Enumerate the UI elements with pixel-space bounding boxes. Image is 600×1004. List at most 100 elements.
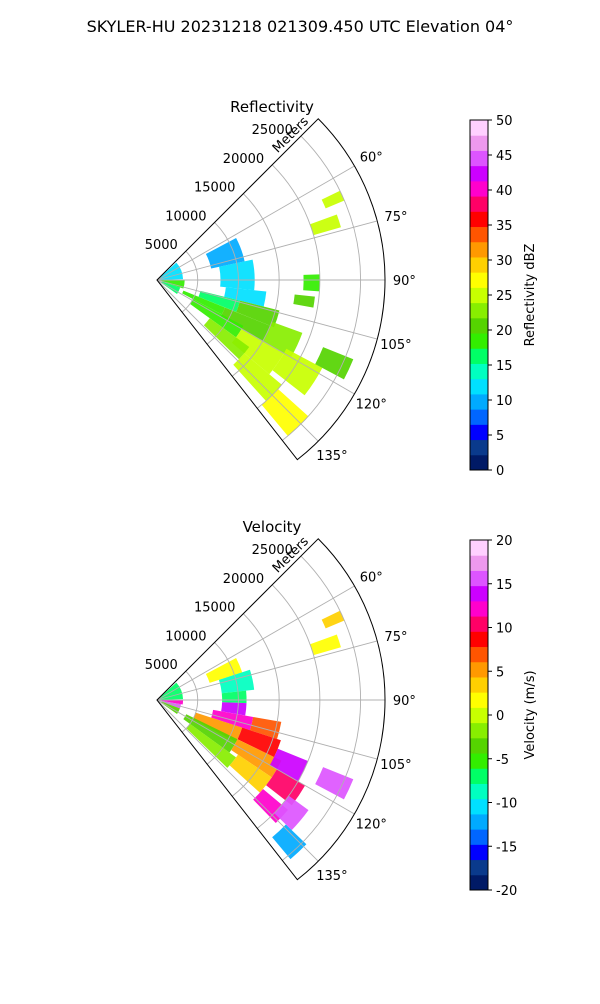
angle-gridline: [156, 279, 355, 395]
colorbar-tick-label: 35: [496, 219, 513, 234]
angle-gridline: [156, 279, 378, 340]
colorbar-swatch: [470, 844, 488, 861]
colorbar-swatch: [470, 874, 488, 891]
colorbar-tick-label: 45: [496, 149, 513, 164]
colorbar-swatch: [470, 211, 488, 228]
colorbar-tick-label: 50: [496, 114, 513, 129]
data-cell: [203, 318, 250, 360]
data-cell: [272, 348, 323, 396]
colorbar-swatch: [470, 631, 488, 648]
range-tick-label: 5000: [145, 658, 178, 673]
colorbar-tick-label: 20: [496, 534, 513, 549]
range-tick-label: 15000: [194, 601, 235, 616]
data-cell: [224, 287, 267, 307]
angle-gridline: [156, 699, 355, 815]
colorbar-swatch: [470, 616, 488, 632]
colorbar-swatch: [470, 676, 488, 693]
data-cell: [198, 290, 240, 313]
colorbar-swatch: [470, 378, 488, 395]
data-cell: [182, 290, 225, 315]
colorbar-swatch: [470, 150, 488, 167]
data-cell: [269, 748, 308, 782]
data-cell: [266, 769, 306, 806]
angle-gridline: [156, 640, 378, 701]
data-cell: [231, 739, 282, 778]
data-cell: [220, 307, 271, 342]
colorbar-swatch: [470, 135, 488, 151]
colorbar-tick-label: 10: [496, 622, 513, 637]
data-cell: [189, 299, 244, 338]
colorbar-swatch: [470, 256, 488, 273]
colorbar-swatch: [470, 600, 488, 617]
colorbar-swatch: [470, 454, 488, 471]
data-cell: [205, 657, 243, 683]
colorbar-tick-label: 40: [496, 184, 513, 199]
colorbar-swatch: [470, 768, 488, 784]
colorbar-swatch: [470, 393, 488, 410]
colorbar-tick-label: 0: [496, 709, 504, 724]
colorbar-swatch: [470, 540, 488, 556]
data-cell: [160, 700, 184, 705]
range-ring: [256, 584, 321, 829]
colorbar-swatch: [470, 798, 488, 815]
data-cell: [221, 702, 247, 716]
angle-gridline: [156, 279, 319, 442]
data-cell: [315, 347, 354, 380]
colorbar-swatch: [470, 737, 488, 754]
data-cell: [233, 353, 282, 402]
colorbar-tick-label: -5: [496, 753, 509, 768]
angle-tick-label: 135°: [316, 869, 347, 884]
colorbar-swatch: [470, 120, 488, 136]
colorbar-swatch: [470, 722, 488, 739]
colorbar-tick-label: 0: [496, 464, 504, 479]
data-cell: [229, 754, 272, 793]
data-cell: [262, 321, 303, 358]
velocity-colorbar: -20 -15 -10 -5 0 5 10 15 20 Velocity (m/s): [469, 534, 538, 899]
colorbar-tick-label: 20: [496, 324, 513, 339]
colorbar-swatch: [470, 165, 488, 182]
colorbar-swatch: [470, 424, 488, 441]
velocity-title: Velocity: [243, 518, 302, 536]
reflectivity-panel: Reflectivity 5000 10000 15000 20000 25000 60°…: [145, 98, 538, 479]
angle-tick-label: 120°: [356, 818, 387, 833]
angle-gridline: [156, 699, 319, 862]
reflectivity-title: Reflectivity: [230, 98, 314, 116]
colorbar-label: Velocity (m/s): [523, 670, 538, 759]
data-cell: [321, 190, 345, 209]
data-cell: [192, 712, 243, 743]
data-cell: [274, 795, 309, 831]
colorbar-swatch: [470, 707, 488, 724]
angle-gridline: [156, 585, 355, 701]
data-cell: [186, 723, 237, 768]
range-ring: [181, 670, 199, 733]
figure-title: SKYLER-HU 20231218 021309.450 UTC Elevat…: [87, 17, 514, 36]
data-cell: [310, 634, 341, 656]
range-ring: [231, 613, 280, 797]
polar-frame: [156, 538, 386, 881]
angle-tick-label: 105°: [380, 758, 411, 773]
angle-tick-label: 60°: [360, 150, 383, 165]
data-cell: [315, 767, 354, 800]
velocity-panel: Velocity 5000 10000 15000 20000 25000 60° 75° 9…: [145, 518, 538, 899]
angle-tick-label: 90°: [393, 274, 416, 289]
colorbar-tick-label: -15: [496, 840, 517, 855]
angle-tick-label: 75°: [384, 210, 407, 225]
angle-tick-label: 75°: [384, 630, 407, 645]
colorbar-swatch: [470, 646, 488, 663]
data-cell: [272, 824, 307, 860]
data-cell: [249, 716, 282, 740]
colorbar-swatch: [470, 317, 488, 334]
range-ring: [181, 250, 199, 313]
colorbar-tick-label: 10: [496, 394, 513, 409]
range-tick-label: 20000: [223, 152, 264, 167]
colorbar-tick-label: 5: [496, 665, 504, 680]
reflectivity-polar-plot: 5000 10000 15000 20000 25000 60° 75° 90° 105° 120…: [145, 114, 416, 464]
data-cell: [205, 237, 245, 269]
colorbar-swatch: [470, 661, 488, 678]
data-cell: [261, 388, 309, 436]
data-cell: [236, 300, 280, 328]
range-tick-label: 20000: [223, 572, 264, 587]
colorbar-tick-label: 15: [496, 578, 513, 593]
colorbar-label: Reflectivity dBZ: [523, 244, 538, 347]
